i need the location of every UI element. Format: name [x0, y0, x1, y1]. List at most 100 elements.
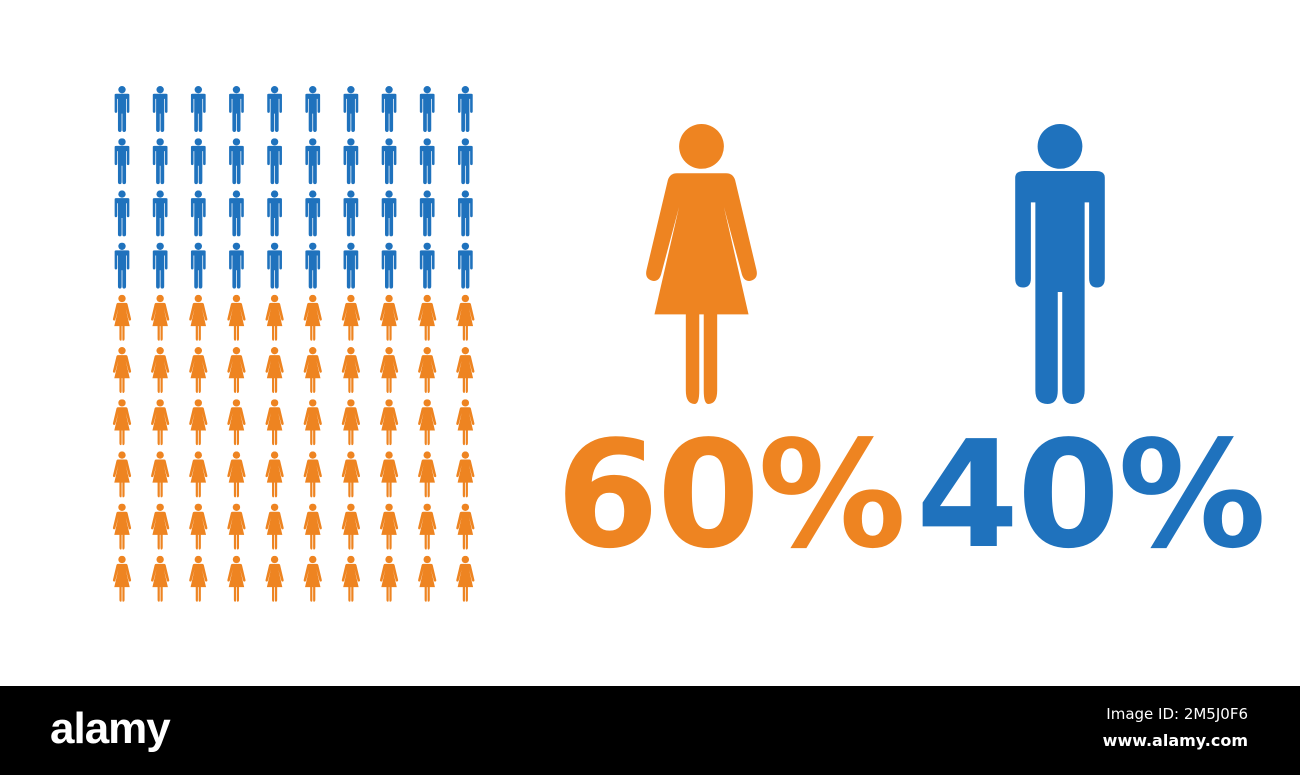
man-icon: [1015, 124, 1105, 404]
man-icon: [229, 190, 244, 237]
woman-icon: [227, 503, 246, 550]
woman-icon: [265, 451, 284, 498]
woman-icon: [379, 555, 399, 602]
woman-icon: [265, 347, 284, 393]
woman-icon: [151, 451, 170, 498]
man-icon: [419, 242, 435, 289]
woman-icon: [341, 451, 360, 498]
man-icon: [305, 242, 321, 289]
woman-icon: [265, 503, 284, 550]
man-icon: [419, 190, 435, 237]
woman-icon: [227, 347, 246, 393]
man-icon: [381, 242, 397, 289]
man-icon: [229, 242, 244, 289]
woman-icon: [189, 503, 208, 550]
man-icon: [381, 138, 397, 185]
man-icon: [190, 138, 206, 185]
man-icon: [152, 86, 168, 132]
woman-icon: [189, 555, 208, 602]
woman-icon: [112, 347, 132, 393]
man-icon: [381, 86, 397, 132]
woman-icon: [265, 555, 284, 602]
image-id: Image ID: 2M5J0F6: [1106, 705, 1248, 723]
man-icon: [343, 242, 359, 289]
woman-icon: [303, 503, 322, 550]
woman-icon: [418, 555, 437, 602]
man-icon: [190, 86, 206, 132]
man-icon: [229, 138, 244, 185]
woman-icon: [341, 347, 360, 393]
woman-icon: [265, 294, 284, 341]
woman-icon: [303, 399, 322, 446]
man-icon: [343, 86, 359, 132]
woman-icon: [189, 347, 208, 393]
woman-icon: [379, 503, 399, 550]
woman-icon: [303, 347, 322, 393]
woman-icon: [227, 294, 246, 341]
woman-icon: [112, 503, 132, 550]
women-percentage-label: 60%: [556, 409, 906, 581]
woman-icon: [379, 294, 399, 341]
man-icon: [152, 138, 168, 185]
men-percentage-label: 40%: [916, 409, 1266, 581]
man-icon: [343, 138, 359, 185]
woman-icon: [151, 347, 170, 393]
woman-icon: [341, 503, 360, 550]
man-icon: [267, 242, 282, 289]
woman-icon: [456, 503, 475, 550]
woman-icon: [227, 399, 246, 446]
man-icon: [267, 86, 282, 132]
man-icon: [229, 86, 244, 132]
man-icon: [267, 138, 282, 185]
man-icon: [457, 242, 473, 289]
watermark-bar: alamy Image ID: 2M5J0F6 www.alamy.com: [0, 686, 1300, 775]
woman-icon: [151, 399, 170, 446]
woman-icon: [341, 294, 360, 341]
woman-icon: [646, 124, 757, 404]
woman-icon: [456, 555, 475, 602]
man-icon: [114, 190, 130, 237]
woman-icon: [189, 294, 208, 341]
man-icon: [343, 190, 359, 237]
woman-icon: [418, 503, 437, 550]
woman-icon: [418, 451, 437, 498]
woman-icon: [379, 347, 399, 393]
man-icon: [457, 86, 473, 132]
woman-icon: [456, 399, 475, 446]
man-icon: [114, 138, 130, 185]
woman-icon: [418, 347, 437, 393]
man-icon: [419, 86, 435, 132]
woman-icon: [112, 555, 132, 602]
woman-icon: [418, 399, 437, 446]
site-url: www.alamy.com: [1102, 731, 1248, 750]
woman-icon: [112, 294, 132, 341]
pictogram-chart: [112, 86, 1105, 602]
man-icon: [419, 138, 435, 185]
large-woman-icon: [646, 124, 757, 404]
man-icon: [114, 86, 130, 132]
man-icon: [457, 190, 473, 237]
man-icon: [152, 190, 168, 237]
woman-icon: [189, 399, 208, 446]
alamy-logo: alamy: [50, 704, 171, 753]
man-icon: [305, 86, 321, 132]
woman-icon: [227, 451, 246, 498]
woman-icon: [418, 294, 437, 341]
man-icon: [152, 242, 168, 289]
woman-icon: [456, 451, 475, 498]
woman-icon: [151, 555, 170, 602]
woman-icon: [151, 294, 170, 341]
icon-grid: [112, 86, 475, 602]
man-icon: [267, 190, 282, 237]
woman-icon: [265, 399, 284, 446]
woman-icon: [303, 294, 322, 341]
woman-icon: [303, 555, 322, 602]
large-man-icon: [1015, 124, 1105, 404]
woman-icon: [341, 555, 360, 602]
man-icon: [381, 190, 397, 237]
woman-icon: [456, 347, 475, 393]
woman-icon: [379, 451, 399, 498]
woman-icon: [456, 294, 475, 341]
man-icon: [114, 242, 130, 289]
woman-icon: [303, 451, 322, 498]
